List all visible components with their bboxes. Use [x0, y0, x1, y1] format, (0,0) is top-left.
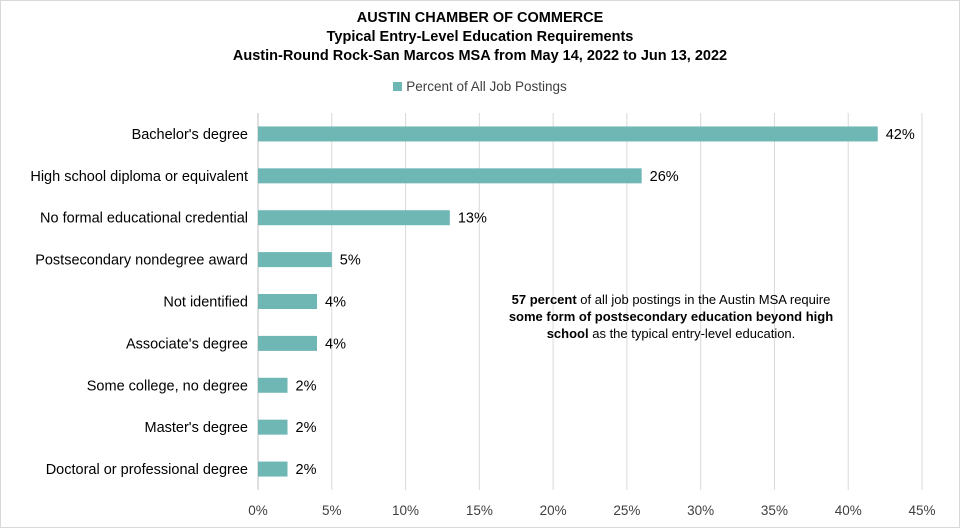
legend-label: Percent of All Job Postings	[406, 79, 567, 94]
x-tick-label: 25%	[613, 503, 640, 518]
legend: Percent of All Job Postings	[0, 79, 960, 94]
bar	[258, 294, 318, 309]
data-label: 4%	[325, 336, 346, 352]
category-label: Master's degree	[144, 420, 248, 436]
data-label: 4%	[325, 295, 346, 311]
annotation-text-2: as the typical entry-level education.	[588, 326, 796, 341]
legend-swatch	[393, 82, 403, 91]
data-label: 26%	[650, 169, 679, 185]
bar	[258, 252, 332, 268]
category-label: Postsecondary nondegree award	[35, 253, 248, 269]
x-tick-label: 15%	[466, 503, 493, 518]
data-label: 2%	[296, 420, 317, 436]
chart-title: AUSTIN CHAMBER OF COMMERCE	[356, 10, 604, 26]
category-label: Bachelor's degree	[132, 127, 248, 143]
chart-subtitle: Typical Entry-Level Education Requiremen…	[326, 29, 634, 45]
annotation-bold-2: some form of postsecondary education bey…	[508, 309, 834, 341]
data-label: 13%	[458, 211, 487, 227]
x-tick-label: 40%	[835, 503, 862, 518]
chart-subtitle-2: Austin-Round Rock-San Marcos MSA from Ma…	[232, 48, 728, 64]
category-label: Not identified	[163, 295, 248, 311]
data-label: 5%	[340, 253, 361, 269]
bar	[258, 335, 318, 351]
category-label: Some college, no degree	[87, 378, 248, 394]
bar	[258, 168, 642, 184]
x-tick-label: 5%	[322, 503, 342, 518]
category-label: Doctoral or professional degree	[46, 462, 248, 478]
data-label: 2%	[296, 462, 317, 478]
x-tick-label: 0%	[248, 503, 268, 518]
x-tick-label: 35%	[761, 503, 788, 518]
data-label: 42%	[886, 127, 915, 143]
annotation-bold-1: 57 percent	[511, 292, 577, 307]
x-tick-label: 30%	[687, 503, 714, 518]
bar	[258, 377, 288, 393]
bar	[258, 461, 288, 477]
data-label: 2%	[296, 378, 317, 394]
x-tick-label: 10%	[392, 503, 419, 518]
annotation-text-1: of all job postings in the Austin MSA re…	[576, 292, 831, 307]
bar	[258, 126, 878, 142]
x-tick-label: 45%	[908, 503, 935, 518]
x-tick-label: 20%	[540, 503, 567, 518]
annotation-note: 57 percent of all job postings in the Au…	[500, 291, 842, 342]
bar	[258, 210, 450, 226]
bar	[258, 419, 288, 435]
category-label: Associate's degree	[126, 336, 248, 352]
category-label: High school diploma or equivalent	[30, 169, 248, 185]
category-label: No formal educational credential	[40, 211, 248, 227]
